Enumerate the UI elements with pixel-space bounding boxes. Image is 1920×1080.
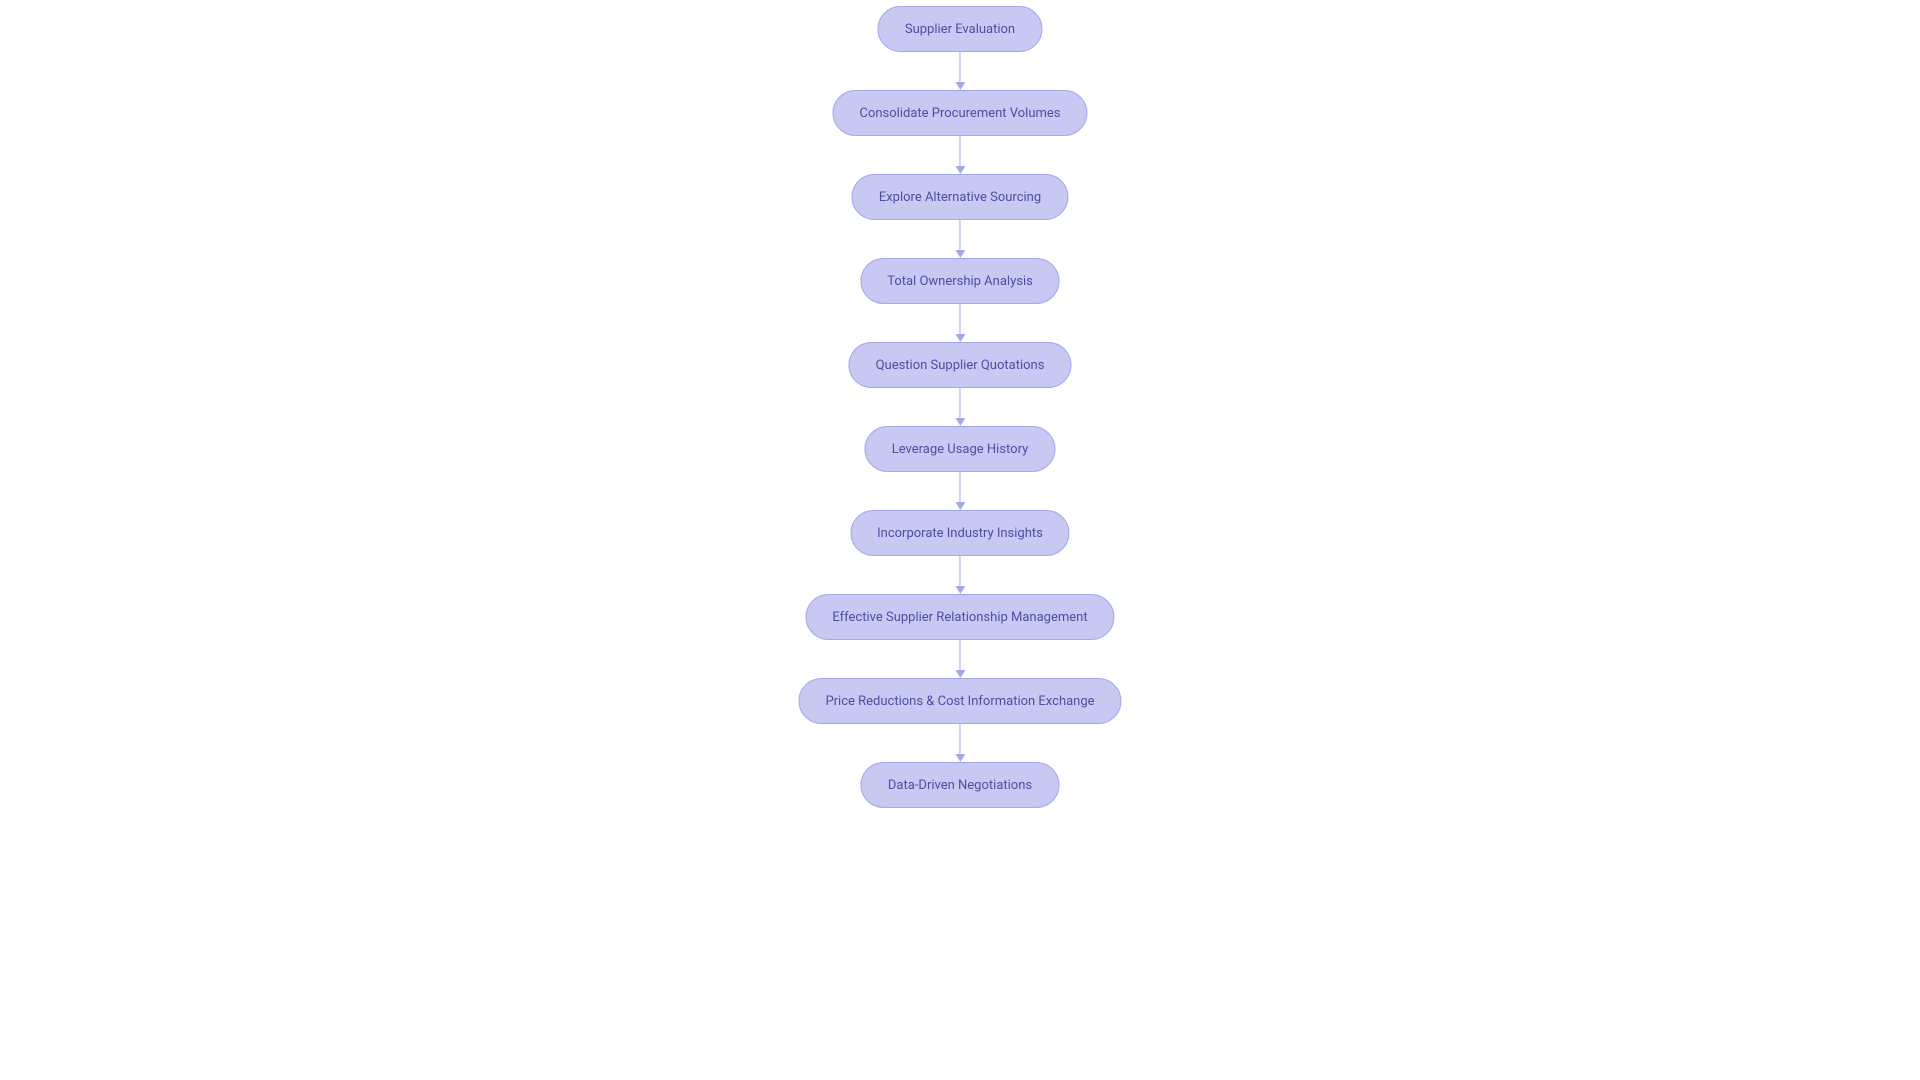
flow-connector <box>955 136 965 174</box>
flow-node-n3: Explore Alternative Sourcing <box>852 174 1068 220</box>
flow-node-n8: Effective Supplier Relationship Manageme… <box>805 594 1114 640</box>
arrow-down-icon <box>955 82 965 90</box>
connector-line <box>960 220 961 250</box>
connector-line <box>960 304 961 334</box>
flow-node-n1: Supplier Evaluation <box>878 6 1042 52</box>
flow-connector <box>955 472 965 510</box>
arrow-down-icon <box>955 586 965 594</box>
connector-line <box>960 472 961 502</box>
flow-connector <box>955 640 965 678</box>
flow-node-label: Supplier Evaluation <box>905 22 1015 37</box>
flow-node-n2: Consolidate Procurement Volumes <box>833 90 1088 136</box>
flow-connector <box>955 556 965 594</box>
flow-node-label: Consolidate Procurement Volumes <box>860 106 1061 121</box>
flow-connector <box>955 52 965 90</box>
connector-line <box>960 388 961 418</box>
connector-line <box>960 556 961 586</box>
flow-node-label: Incorporate Industry Insights <box>877 526 1043 541</box>
arrow-down-icon <box>955 502 965 510</box>
flow-connector <box>955 304 965 342</box>
connector-line <box>960 640 961 670</box>
flow-node-n5: Question Supplier Quotations <box>849 342 1072 388</box>
arrow-down-icon <box>955 754 965 762</box>
arrow-down-icon <box>955 670 965 678</box>
flow-node-label: Leverage Usage History <box>892 442 1029 457</box>
flow-node-n10: Data-Driven Negotiations <box>861 762 1059 808</box>
flow-node-n6: Leverage Usage History <box>865 426 1056 472</box>
connector-line <box>960 52 961 82</box>
flow-connector <box>955 220 965 258</box>
flow-node-label: Question Supplier Quotations <box>876 358 1045 373</box>
flowchart-container: Supplier Evaluation Consolidate Procureme… <box>798 6 1121 808</box>
connector-line <box>960 724 961 754</box>
flow-node-label: Total Ownership Analysis <box>887 274 1033 289</box>
arrow-down-icon <box>955 250 965 258</box>
connector-line <box>960 136 961 166</box>
flow-node-n7: Incorporate Industry Insights <box>850 510 1070 556</box>
flow-connector <box>955 724 965 762</box>
arrow-down-icon <box>955 334 965 342</box>
flow-node-label: Price Reductions & Cost Information Exch… <box>825 694 1094 709</box>
flow-node-n4: Total Ownership Analysis <box>860 258 1060 304</box>
arrow-down-icon <box>955 166 965 174</box>
arrow-down-icon <box>955 418 965 426</box>
flow-node-label: Effective Supplier Relationship Manageme… <box>832 610 1087 625</box>
flow-node-label: Data-Driven Negotiations <box>888 778 1032 793</box>
flow-node-label: Explore Alternative Sourcing <box>879 190 1041 205</box>
flow-node-n9: Price Reductions & Cost Information Exch… <box>798 678 1121 724</box>
flow-connector <box>955 388 965 426</box>
